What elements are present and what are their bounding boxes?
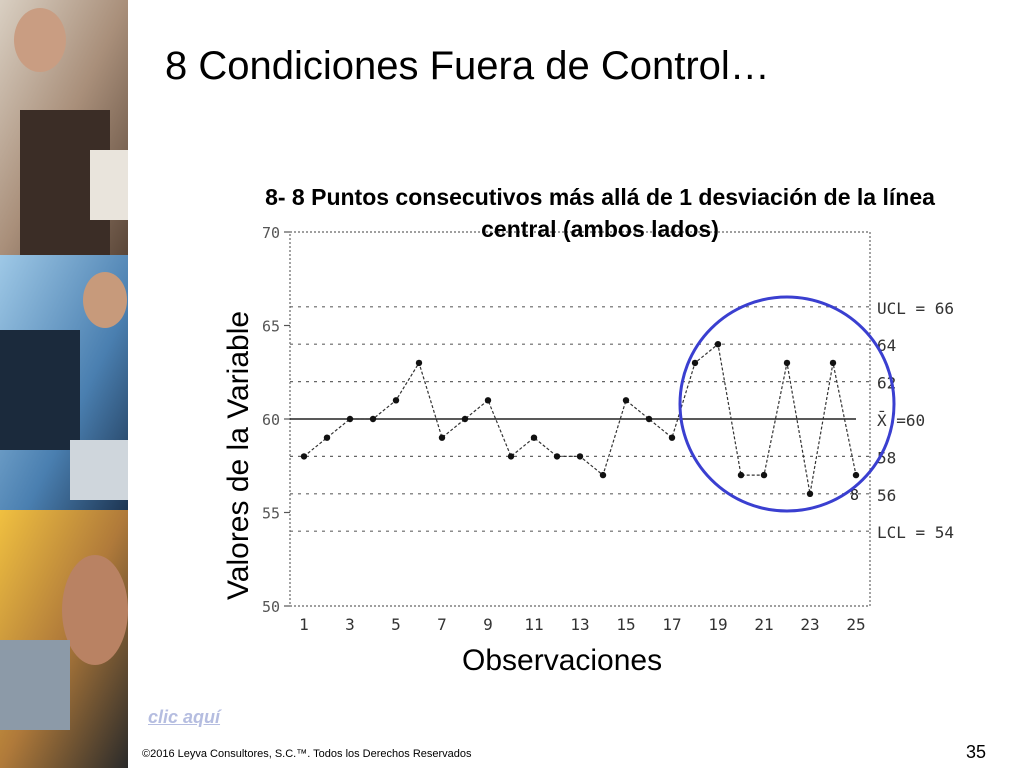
- highlight-layer: [678, 295, 896, 513]
- data-point: [346, 415, 354, 423]
- data-point: [461, 415, 469, 423]
- data-point: [323, 434, 331, 441]
- y-tick-label: 50: [262, 598, 280, 616]
- data-point: [806, 490, 814, 497]
- highlight-circle: [678, 295, 896, 513]
- copyright-footer: ©2016 Leyva Consultores, S.C.™. Todos lo…: [142, 748, 472, 760]
- data-point: [622, 397, 630, 404]
- control-line-label: 64: [877, 336, 896, 355]
- data-point: [691, 359, 699, 367]
- photo-strip: [0, 0, 128, 768]
- center-line-label: X̄ =60: [877, 411, 925, 430]
- data-point: [760, 471, 768, 479]
- data-point: [829, 359, 837, 367]
- data-point: [369, 415, 377, 423]
- x-tick-label: 23: [800, 615, 819, 634]
- data-point: [392, 397, 400, 404]
- data-point: [507, 453, 515, 460]
- control-line-label: 56: [877, 486, 896, 505]
- x-axis-label: Observaciones: [462, 644, 663, 677]
- data-point: [714, 341, 722, 348]
- x-tick-label: 9: [483, 615, 493, 634]
- x-tick-label: 19: [708, 615, 727, 634]
- chart-title: 8- 8 Puntos consecutivos más allá de 1 d…: [265, 184, 935, 242]
- control-line-label: UCL = 66: [877, 299, 954, 318]
- annotation-label: 8: [850, 486, 859, 504]
- x-tick-label: 13: [570, 615, 589, 634]
- data-point: [576, 453, 584, 460]
- data-point: [438, 434, 446, 441]
- x-tick-label: 25: [846, 615, 865, 634]
- data-point: [852, 471, 860, 479]
- data-point: [484, 397, 492, 404]
- data-point: [300, 453, 308, 460]
- slide-title: 8 Condiciones Fuera de Control…: [165, 44, 770, 88]
- data-point: [530, 434, 538, 441]
- x-tick-label: 11: [524, 615, 543, 634]
- y-tick-label: 70: [262, 224, 280, 242]
- data-point: [553, 453, 561, 460]
- data-point: [599, 471, 607, 479]
- data-point: [783, 359, 791, 367]
- data-point: [668, 434, 676, 441]
- x-tick-label: 5: [391, 615, 401, 634]
- control-line-label: LCL = 54: [877, 523, 954, 542]
- x-tick-label: 3: [345, 615, 355, 634]
- y-tick-label: 55: [262, 505, 280, 523]
- chart-series: 8: [300, 341, 860, 504]
- data-point: [415, 359, 423, 367]
- x-tick-label: 7: [437, 615, 447, 634]
- x-tick-label: 1: [299, 615, 309, 634]
- x-tick-label: 21: [754, 615, 773, 634]
- decorative-photos: [0, 0, 128, 768]
- y-tick-label: 60: [262, 411, 280, 429]
- x-tick-label: 17: [662, 615, 681, 634]
- data-point: [737, 471, 745, 479]
- y-axis-label: Valores de la Variable: [222, 310, 255, 600]
- page-number: 35: [966, 742, 987, 762]
- y-tick-label: 65: [262, 318, 280, 336]
- x-tick-label: 15: [616, 615, 635, 634]
- data-point: [645, 415, 653, 423]
- clic-aqui-link[interactable]: clic aquí: [148, 707, 221, 727]
